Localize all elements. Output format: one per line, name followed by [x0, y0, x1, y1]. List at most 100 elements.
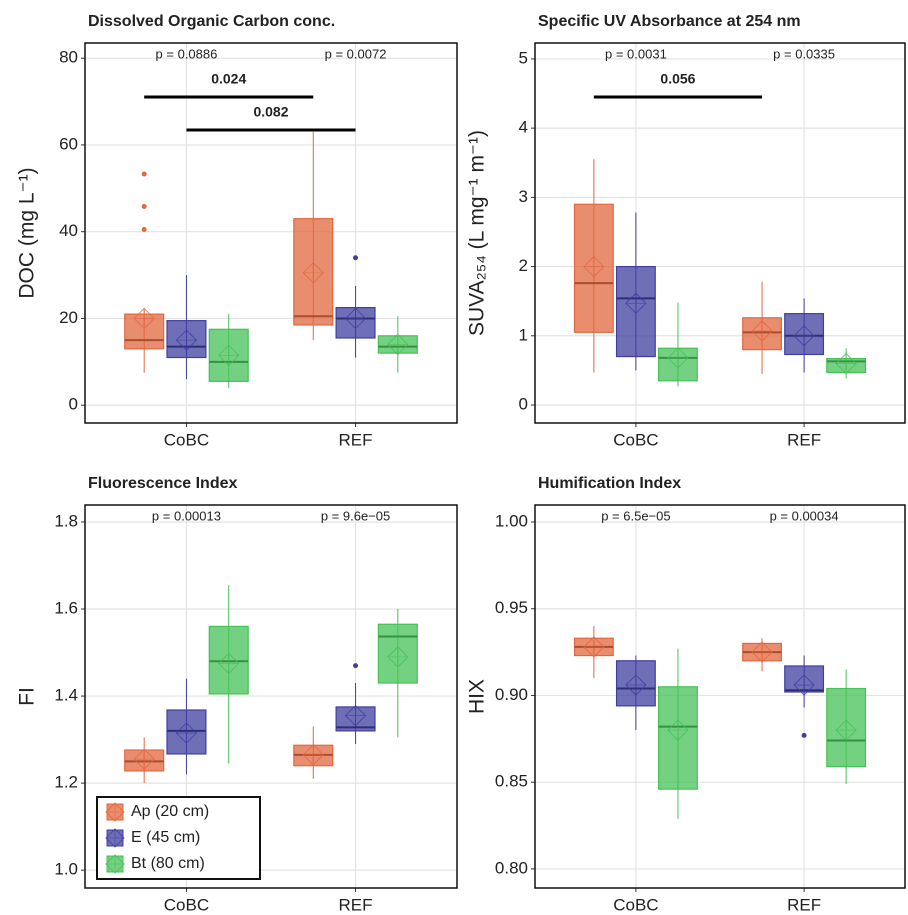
- mean-marker-cross: [836, 353, 857, 374]
- p-value: p = 0.00034: [770, 508, 839, 523]
- legend-glyph-cross: [106, 803, 124, 821]
- mean-marker: [302, 262, 324, 284]
- y-tick-label: 0.90: [495, 685, 528, 704]
- plot-border: [84, 42, 458, 424]
- y-tick-label: 4: [519, 118, 528, 137]
- mean-marker-cross: [218, 345, 239, 366]
- outlier: [141, 204, 147, 210]
- mean-marker-cross: [134, 749, 155, 770]
- chart-title: Specific UV Absorbance at 254 nm: [538, 13, 801, 30]
- panel: 0 20 40 60 80 CoBC p = 0.0886 REF p = 0.0072 0.02…: [16, 13, 458, 449]
- y-tick-label: 1.00: [495, 511, 528, 530]
- p-value: p = 0.0886: [156, 46, 218, 61]
- outlier: [353, 255, 359, 261]
- mean-marker-cross: [667, 347, 688, 368]
- legend-glyph-cross: [106, 855, 124, 873]
- p-value: p = 0.0335: [773, 46, 835, 61]
- legend-glyph-cross: [106, 829, 124, 847]
- y-tick-label: 20: [59, 308, 78, 327]
- mean-marker-cross: [794, 675, 815, 696]
- outlier: [801, 732, 807, 738]
- mean-marker-cross: [176, 330, 197, 351]
- legend-label: Ap (20 cm): [131, 803, 209, 820]
- y-tick-label: 2: [519, 256, 528, 275]
- mean-marker: [133, 748, 155, 770]
- mean-marker-cross: [345, 705, 366, 726]
- y-axis-label: FI: [16, 687, 39, 706]
- p-value: p = 6.5e−05: [601, 508, 670, 523]
- mean-marker-cross: [303, 262, 324, 283]
- box: [784, 665, 825, 693]
- panel: 1.0 1.2 1.4 1.6 1.8 CoBC p = 0.00013 REF p = 9.6…: [16, 475, 458, 914]
- mean-marker-cross: [625, 675, 646, 696]
- y-axis-label: DOC (mg L⁻¹): [16, 167, 39, 298]
- outlier: [141, 171, 147, 177]
- mean-marker-cross: [387, 646, 408, 667]
- y-tick-label: 1.2: [54, 773, 78, 792]
- p-value: p = 0.0031: [605, 46, 667, 61]
- x-tick-label: REF: [339, 430, 373, 449]
- mean-marker-cross: [134, 308, 155, 329]
- legend-label: Bt (80 cm): [131, 855, 205, 872]
- x-tick-label: CoBC: [164, 430, 209, 449]
- plot-border: [84, 504, 458, 889]
- y-tick-label: 80: [59, 48, 78, 67]
- mean-marker: [625, 674, 647, 696]
- mean-marker-cross: [176, 723, 197, 744]
- mean-marker-cross: [345, 308, 366, 329]
- y-tick-label: 60: [59, 134, 78, 153]
- y-axis-label: SUVA₂₅₄ (L mg⁻¹ m⁻¹): [466, 130, 489, 336]
- mean-marker: [793, 325, 815, 347]
- plot-background: [85, 43, 457, 423]
- y-tick-label: 1.6: [54, 599, 78, 618]
- y-tick-label: 1.0: [54, 860, 78, 879]
- mean-marker-cross: [583, 256, 604, 277]
- mean-marker: [133, 307, 155, 330]
- x-tick-label: CoBC: [613, 430, 658, 449]
- x-tick-label: REF: [787, 430, 821, 449]
- mean-marker: [793, 674, 815, 696]
- y-tick-label: 3: [519, 187, 528, 206]
- plot-border: [534, 504, 906, 889]
- x-tick-label: CoBC: [613, 895, 658, 914]
- mean-marker-cross: [625, 293, 646, 314]
- mean-marker-cross: [794, 325, 815, 346]
- mean-marker-cross: [303, 744, 324, 765]
- y-tick-label: 40: [59, 221, 78, 240]
- mean-marker-cross: [583, 636, 604, 657]
- outlier: [353, 663, 359, 669]
- chart-title: Fluorescence Index: [88, 475, 237, 492]
- y-tick-label: 1.8: [54, 511, 78, 530]
- p-value: p = 0.00013: [152, 508, 221, 523]
- plot-border: [534, 42, 906, 424]
- p-value: p = 9.6e−05: [321, 508, 390, 523]
- y-tick-label: 0.80: [495, 858, 528, 877]
- x-tick-label: REF: [787, 895, 821, 914]
- mean-marker-cross: [752, 320, 773, 341]
- y-tick-label: 0.95: [495, 598, 528, 617]
- y-tick-label: 1.4: [54, 686, 78, 705]
- comparison-label: 0.082: [253, 104, 288, 120]
- y-axis-label: HIX: [466, 679, 489, 714]
- mean-marker-cross: [218, 653, 239, 674]
- mean-marker: [835, 352, 857, 375]
- outlier: [141, 227, 147, 233]
- y-tick-label: 0.85: [495, 772, 528, 791]
- y-tick-label: 1: [519, 325, 528, 344]
- mean-marker-cross: [387, 334, 408, 355]
- legend-label: E (45 cm): [131, 829, 200, 846]
- y-tick-label: 5: [519, 48, 528, 67]
- mean-marker: [344, 307, 367, 330]
- y-tick-label: 0: [519, 394, 528, 413]
- mean-marker: [218, 344, 240, 367]
- chart-title: Humification Index: [538, 475, 681, 492]
- panel: 0 1 2 3 4 5 CoBC p = 0.0031 REF p = 0.0335 0.056 Sp…: [466, 13, 906, 449]
- panel: 0.80 0.85 0.90 0.95 1.00 CoBC p = 6.5e−05 REF p …: [466, 475, 906, 914]
- mean-marker: [751, 320, 773, 342]
- comparison-label: 0.056: [660, 71, 695, 87]
- mean-marker-cross: [836, 720, 857, 741]
- mean-marker-cross: [667, 720, 688, 741]
- x-tick-label: REF: [339, 895, 373, 914]
- chart-title: Dissolved Organic Carbon conc.: [88, 13, 335, 30]
